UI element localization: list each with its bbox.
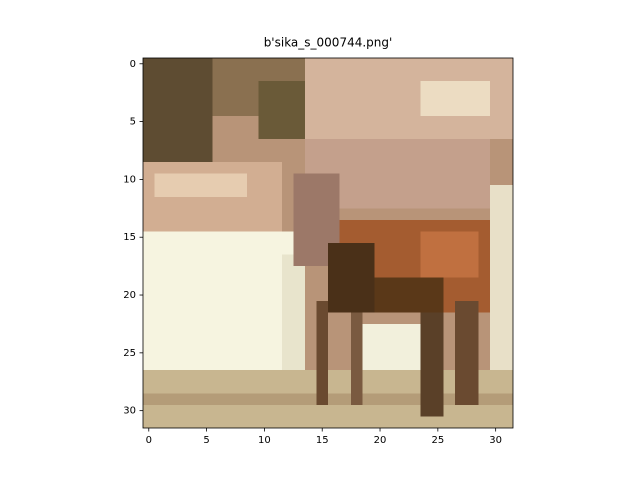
- y-tick-label: 0: [130, 59, 136, 70]
- x-tick-label: 5: [203, 435, 209, 446]
- y-tick-label: 30: [123, 406, 136, 417]
- chart-title: b'sika_s_000744.png': [264, 36, 393, 50]
- y-tick-label: 10: [123, 174, 136, 185]
- y-tick-label: 5: [130, 117, 136, 128]
- x-tick-label: 30: [489, 435, 502, 446]
- image: [143, 58, 513, 428]
- x-tick-label: 25: [431, 435, 444, 446]
- x-tick-label: 20: [374, 435, 387, 446]
- y-tick-label: 20: [123, 290, 136, 301]
- y-tick-label: 25: [123, 348, 136, 359]
- x-tick-label: 15: [316, 435, 329, 446]
- x-tick-label: 0: [146, 435, 152, 446]
- axes-frame: [142, 57, 514, 429]
- x-tick-label: 10: [258, 435, 271, 446]
- y-tick-label: 15: [123, 232, 136, 243]
